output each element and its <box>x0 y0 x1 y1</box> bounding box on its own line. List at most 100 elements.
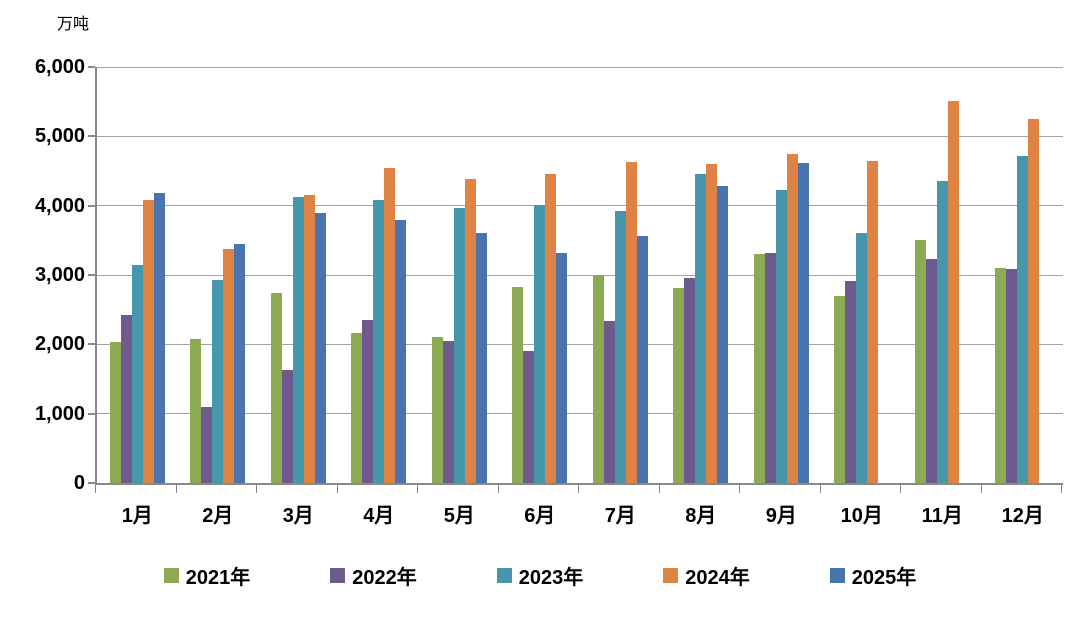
legend-item-2025年: 2025年 <box>829 561 917 590</box>
bar-2021年-9月 <box>753 254 765 483</box>
bar-2024年-9月 <box>786 153 798 483</box>
bar-2021年-12月 <box>995 268 1007 483</box>
bar-2021年-6月 <box>512 286 524 483</box>
legend-chip-2023年 <box>496 568 512 583</box>
bar-group-8月 <box>661 67 742 483</box>
x-axis-tick-12 <box>1061 485 1062 493</box>
legend-chip-2024年 <box>663 568 679 583</box>
x-axis-label-9月: 9月 <box>765 505 797 527</box>
x-axis-label-10月: 10月 <box>840 505 883 527</box>
bar-2021年-5月 <box>431 336 443 483</box>
bar-2022年-2月 <box>201 406 213 483</box>
plot-inner <box>97 66 1064 483</box>
bar-group-10月 <box>822 67 903 483</box>
bar-group-6月 <box>500 67 581 483</box>
x-axis-label-5月: 5月 <box>443 505 475 527</box>
x-axis-tick-4 <box>417 485 418 493</box>
legend-item-2023年: 2023年 <box>496 561 584 590</box>
bar-2023年-3月 <box>292 197 304 483</box>
bar-2021年-11月 <box>914 240 926 483</box>
gridline-4000 <box>97 205 1063 207</box>
bar-2023年-12月 <box>1017 155 1029 483</box>
y-axis-label-0: 0 <box>73 472 85 494</box>
x-axis-tick-6 <box>578 485 579 493</box>
bar-2022年-10月 <box>845 280 857 483</box>
bar-2025年-6月 <box>556 252 568 483</box>
y-axis-label-5000: 5,000 <box>34 125 85 148</box>
bar-group-5月 <box>419 67 500 483</box>
bar-2023年-5月 <box>453 207 465 483</box>
plot-area <box>95 66 1064 485</box>
bar-2025年-3月 <box>314 213 326 483</box>
bar-2023年-6月 <box>534 204 546 483</box>
x-axis-tick-0 <box>95 485 96 493</box>
bar-2021年-2月 <box>190 339 202 483</box>
bar-2022年-5月 <box>442 340 454 483</box>
y-axis-tick-5000 <box>88 135 95 138</box>
bar-2023年-2月 <box>212 279 224 483</box>
legend-label-2025年: 2025年 <box>851 567 917 589</box>
bar-2021年-10月 <box>834 295 846 483</box>
x-axis-label-7月: 7月 <box>604 505 636 527</box>
gridline-6000 <box>97 66 1063 68</box>
bar-2024年-6月 <box>545 173 557 483</box>
x-axis-label-11月: 11月 <box>921 505 963 527</box>
y-axis-tick-0 <box>88 482 95 484</box>
x-axis-tick-7 <box>658 485 660 493</box>
bar-2021年-7月 <box>592 275 604 483</box>
bar-2025年-1月 <box>153 193 165 483</box>
x-axis-label-6月: 6月 <box>524 505 556 527</box>
bar-2023年-11月 <box>936 181 948 483</box>
bar-group-9月 <box>741 67 822 483</box>
bar-2024年-4月 <box>384 167 396 483</box>
y-axis-tick-3000 <box>88 274 95 276</box>
x-axis-tick-9 <box>819 485 821 493</box>
bar-2024年-8月 <box>706 164 718 483</box>
y-axis-tick-2000 <box>88 343 95 346</box>
bar-2021年-3月 <box>270 293 282 483</box>
bar-group-7月 <box>580 67 661 483</box>
bar-group-4月 <box>339 67 420 483</box>
legend-chip-2021年 <box>163 568 179 583</box>
y-axis-label-6000: 6,000 <box>34 56 85 78</box>
bar-2025年-2月 <box>234 243 246 483</box>
bar-group-1月 <box>97 67 178 483</box>
x-axis-label-12月: 12月 <box>1001 505 1044 527</box>
x-axis-tick-10 <box>900 485 901 493</box>
bar-2024年-12月 <box>1028 119 1040 483</box>
gridline-5000 <box>97 135 1063 137</box>
bar-2021年-8月 <box>673 288 685 483</box>
bar-group-11月 <box>902 67 983 483</box>
bar-2022年-6月 <box>523 351 535 483</box>
x-axis-label-4月: 4月 <box>363 505 395 527</box>
bar-group-3月 <box>258 67 339 483</box>
x-axis-tick-3 <box>336 485 338 493</box>
y-axis-label-4000: 4,000 <box>34 194 85 217</box>
bar-2025年-9月 <box>797 163 809 483</box>
bar-2022年-9月 <box>764 252 776 483</box>
bar-2025年-5月 <box>475 232 487 483</box>
bar-2022年-8月 <box>684 278 696 483</box>
bar-2024年-3月 <box>303 195 315 483</box>
bar-2024年-5月 <box>464 178 476 483</box>
x-axis-label-1月: 1月 <box>121 505 153 527</box>
bar-2023年-10月 <box>856 233 868 483</box>
gridline-1000 <box>97 413 1063 415</box>
x-axis-tick-8 <box>739 485 740 493</box>
bar-group-12月 <box>983 67 1064 483</box>
bar-2024年-1月 <box>142 200 154 483</box>
x-axis-tick-5 <box>497 485 499 493</box>
y-axis-label-1000: 1,000 <box>34 402 85 425</box>
x-axis-label-3月: 3月 <box>282 505 314 527</box>
bar-2023年-4月 <box>373 200 385 483</box>
y-axis-label-2000: 2,000 <box>34 333 85 356</box>
bar-2023年-1月 <box>131 264 143 483</box>
bar-group-2月 <box>178 67 259 483</box>
x-axis-label-2月: 2月 <box>202 505 234 527</box>
legend-label-2023年: 2023年 <box>518 567 584 589</box>
bar-2022年-12月 <box>1006 269 1018 483</box>
bar-2025年-7月 <box>636 236 648 483</box>
bar-2022年-7月 <box>603 320 615 483</box>
y-axis-unit-label: 万吨 <box>57 16 90 33</box>
